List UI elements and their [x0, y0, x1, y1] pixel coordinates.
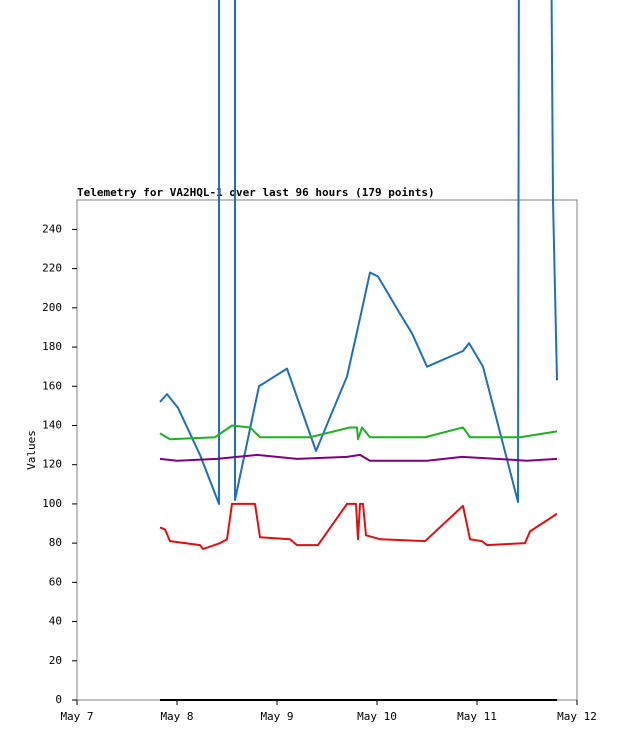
plot-frame — [76, 199, 578, 701]
series-line — [159, 424, 558, 441]
x-tick-label: May 11 — [457, 710, 497, 723]
y-tick-label: 0 — [55, 693, 62, 706]
chart-title: Telemetry for VA2HQL-1 over last 96 hour… — [77, 186, 435, 199]
y-tick-label: 200 — [42, 301, 62, 314]
x-tick-label: May 10 — [357, 710, 397, 723]
x-tick-label: May 8 — [160, 710, 193, 723]
y-tick-label: 100 — [42, 497, 62, 510]
y-tick-label: 20 — [49, 654, 62, 667]
y-tick-label: 240 — [42, 222, 62, 235]
y-tick-label: 40 — [49, 615, 62, 628]
x-tick-label: May 9 — [260, 710, 293, 723]
series-line — [159, 0, 558, 505]
y-tick-label: 220 — [42, 262, 62, 275]
y-tick-label: 120 — [42, 458, 62, 471]
y-tick-label: 80 — [49, 536, 62, 549]
series-line — [159, 502, 558, 551]
y-axis-label: Values — [25, 430, 38, 470]
series-line — [159, 453, 558, 462]
y-tick-label: 60 — [49, 575, 62, 588]
y-tick-label: 160 — [42, 379, 62, 392]
y-tick-label: 180 — [42, 340, 62, 353]
x-tick-label: May 7 — [60, 710, 93, 723]
x-tick-label: May 12 — [557, 710, 597, 723]
y-tick-label: 140 — [42, 418, 62, 431]
